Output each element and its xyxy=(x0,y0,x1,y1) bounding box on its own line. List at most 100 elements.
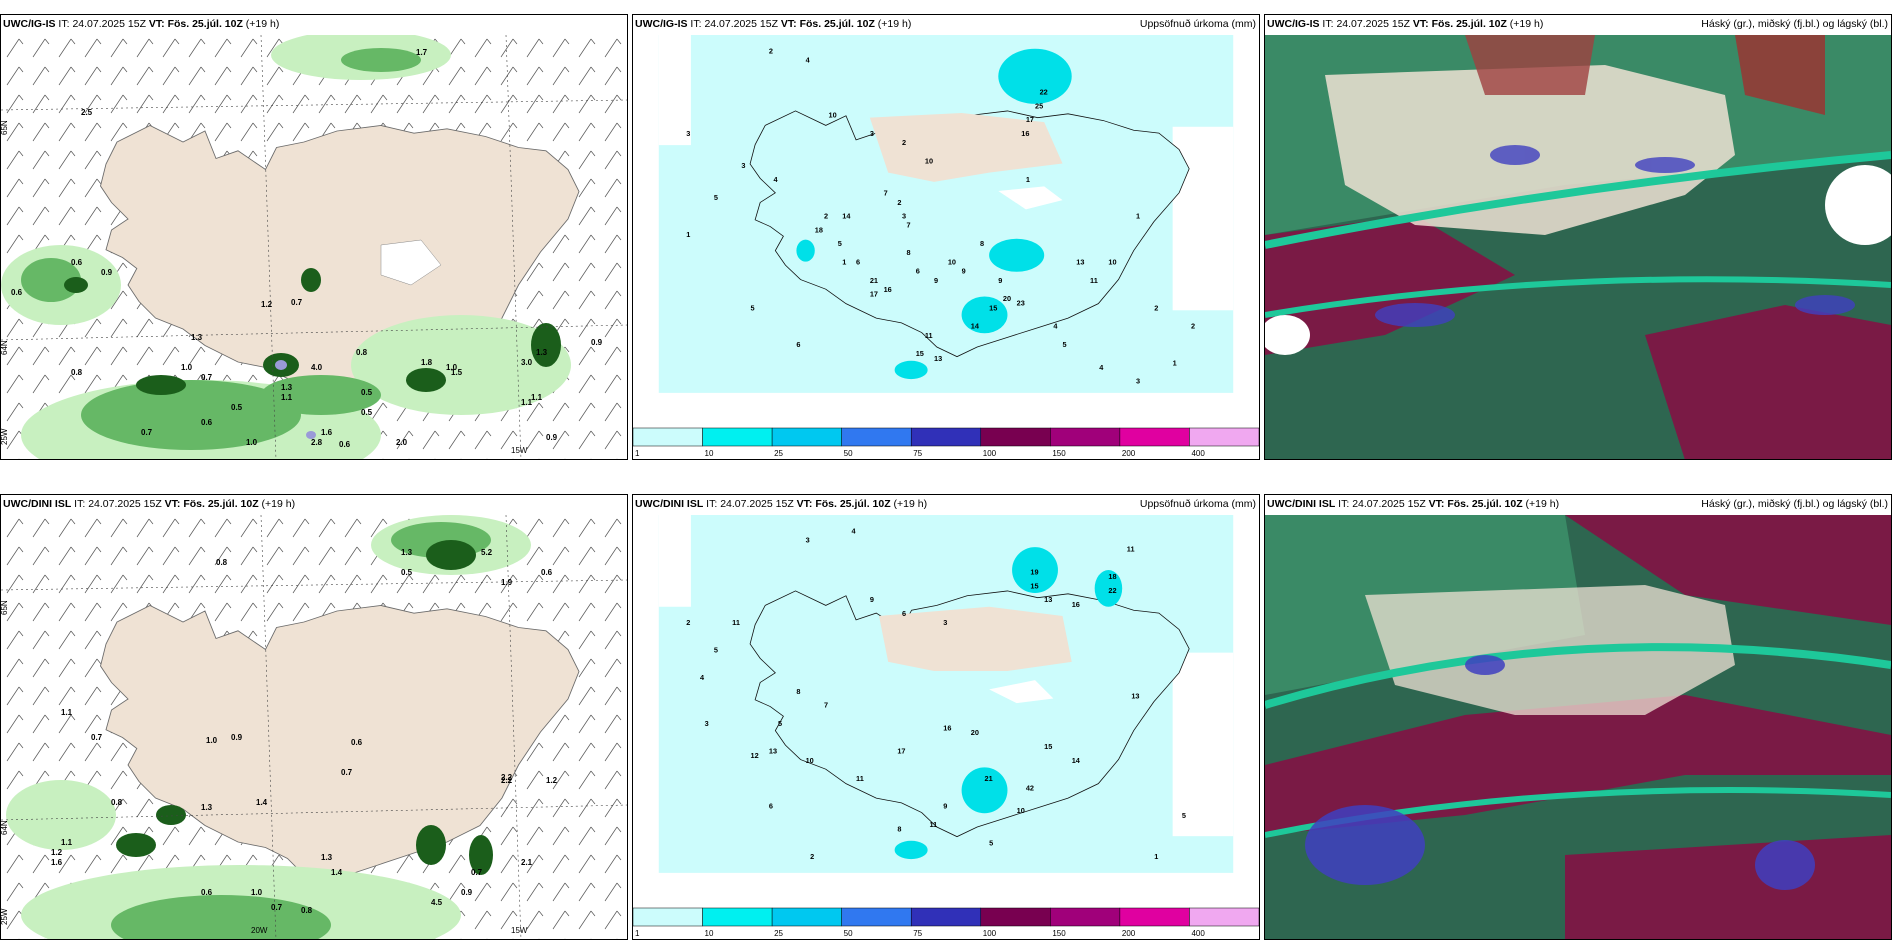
precip-label: 6 xyxy=(902,609,906,618)
wind-label: 1.4 xyxy=(256,798,268,807)
precip-label: 13 xyxy=(1044,595,1052,604)
vt-label: VT: xyxy=(796,498,813,510)
colorbar-swatch xyxy=(1189,427,1259,447)
wind-label: 1.3 xyxy=(321,853,333,862)
precip-label: 3 xyxy=(705,719,709,728)
wind-label: 2.0 xyxy=(396,438,408,447)
precip-label: 25 xyxy=(1035,101,1043,110)
precip-label: 16 xyxy=(1072,600,1080,609)
wind-label: 1.8 xyxy=(421,358,433,367)
it-label: IT: xyxy=(1338,498,1350,510)
wind-label: 0.8 xyxy=(301,906,313,915)
it-value: 24.07.2025 15Z xyxy=(720,498,794,510)
precip-label: 3 xyxy=(870,129,874,138)
lon-label-25: 25W xyxy=(1,908,9,925)
wind-label: 0.7 xyxy=(471,868,483,877)
wind-label: 0.6 xyxy=(339,440,351,449)
wind-label: 1.9 xyxy=(501,578,513,587)
lon-label-20: 20W xyxy=(251,926,268,935)
precip-label: 11 xyxy=(1090,276,1098,285)
wind-label: 0.7 xyxy=(91,733,103,742)
wind-panel-row0: UWC/IG-IS IT: 24.07.2025 15Z VT: Fös. 25… xyxy=(0,14,628,460)
vt-value: Fös. 25.júl. 10Z xyxy=(799,18,875,30)
wind-value-labels: 0.8 1.1 0.7 1.0 0.9 0.6 0.7 1.3 1.4 0.8 … xyxy=(51,548,558,915)
it-value: 24.07.2025 15Z xyxy=(72,18,146,30)
colorbar-swatch xyxy=(771,427,842,447)
colorbar-tick: 75 xyxy=(913,449,922,458)
precip-label: 1 xyxy=(1154,852,1158,861)
wind-label: 1.0 xyxy=(446,363,458,372)
precip-label: 14 xyxy=(842,212,851,221)
wind-label: 0.5 xyxy=(401,568,413,577)
precip-label: 15 xyxy=(989,303,997,312)
precip-label: 6 xyxy=(796,340,800,349)
precip-label: 5 xyxy=(989,838,993,847)
model-name: UWC/IG-IS xyxy=(3,18,56,30)
wind-label: 1.0 xyxy=(246,438,258,447)
colorbar-tick: 200 xyxy=(1122,929,1136,938)
colorbar-swatch xyxy=(980,427,1051,447)
precip-label: 5 xyxy=(1182,811,1186,820)
colorbar-swatch xyxy=(702,907,773,927)
wind-label: 1.2 xyxy=(261,300,273,309)
precip-label: 2 xyxy=(810,852,814,861)
colorbar-tick: 200 xyxy=(1122,449,1136,458)
colorbar-swatch xyxy=(980,907,1051,927)
precip-label: 5 xyxy=(751,303,755,312)
wind-label: 0.7 xyxy=(271,903,283,912)
wind-label: 1.3 xyxy=(201,803,213,812)
wind-label: 1.4 xyxy=(331,868,343,877)
cloud-map xyxy=(1265,35,1891,459)
precip-label: 3 xyxy=(943,618,947,627)
precip-map: 4 3 2 5 11 9 6 3 8 7 5 12 13 10 11 16 20… xyxy=(658,515,1234,873)
panel-header: UWC/DINI ISL IT: 24.07.2025 15Z VT: Fös.… xyxy=(1,495,627,513)
wind-label: 5.2 xyxy=(481,548,493,557)
wind-label: 0.8 xyxy=(216,558,228,567)
panel-header: UWC/IG-IS IT: 24.07.2025 15Z VT: Fös. 25… xyxy=(633,15,1259,33)
wind-label: 1.6 xyxy=(321,428,333,437)
precip-label: 11 xyxy=(1127,545,1135,554)
model-name: UWC/DINI ISL xyxy=(1267,498,1336,510)
colorbar-tick: 50 xyxy=(844,929,853,938)
colorbar-swatch xyxy=(1189,907,1259,927)
precip-label: 8 xyxy=(796,687,800,696)
precip-label: 16 xyxy=(1021,129,1029,138)
cloud-title: Háský (gr.), miðský (fj.bl.) og lágský (… xyxy=(1701,18,1888,30)
wind-label: 1.3 xyxy=(536,348,548,357)
wind-label: 0.9 xyxy=(546,433,558,442)
wind-label: 0.6 xyxy=(71,258,83,267)
vt-label: VT: xyxy=(1428,498,1445,510)
wind-label: 0.5 xyxy=(231,403,243,412)
lead-time: (+19 h) xyxy=(893,498,928,510)
panel-header: UWC/DINI ISL IT: 24.07.2025 15Z VT: Fös.… xyxy=(633,495,1259,513)
model-name: UWC/DINI ISL xyxy=(3,498,72,510)
it-label: IT: xyxy=(74,498,86,510)
lead-time: (+19 h) xyxy=(245,18,280,30)
wind-label: 0.7 xyxy=(141,428,153,437)
wind-label: 1.7 xyxy=(416,48,428,57)
lat-label-64: 64N xyxy=(1,340,9,355)
precip-label: 11 xyxy=(732,618,740,627)
wind-label: 1.6 xyxy=(51,858,63,867)
cloud-panel-row0: UWC/IG-IS IT: 24.07.2025 15Z VT: Fös. 25… xyxy=(1264,14,1892,460)
precip-label: 4 xyxy=(1053,322,1058,331)
precip-label: 7 xyxy=(824,701,828,710)
colorbar-tick: 1 xyxy=(635,929,640,938)
precip-title: Uppsöfnuð úrkoma (mm) xyxy=(1139,18,1256,30)
wind-label: 1.1 xyxy=(531,393,543,402)
precip-label: 13 xyxy=(769,747,777,756)
precip-label: 5 xyxy=(778,719,782,728)
colorbar-swatch xyxy=(702,427,773,447)
precip-label: 17 xyxy=(897,747,905,756)
wind-label: 2.2 xyxy=(501,776,513,785)
wind-map: 65N 64N 25W 20W 15W 0.8 1.1 0.7 1.0 0.9 … xyxy=(1,515,627,939)
precip-label: 3 xyxy=(741,161,745,170)
colorbar-tick: 75 xyxy=(913,929,922,938)
lat-label-65: 65N xyxy=(1,120,9,135)
precip-label: 12 xyxy=(751,751,759,760)
precip-label: 1 xyxy=(1173,358,1177,367)
wind-label: 3.0 xyxy=(521,358,533,367)
precip-label: 6 xyxy=(916,267,920,276)
precip-label: 10 xyxy=(925,156,933,165)
wind-label: 0.9 xyxy=(231,733,243,742)
